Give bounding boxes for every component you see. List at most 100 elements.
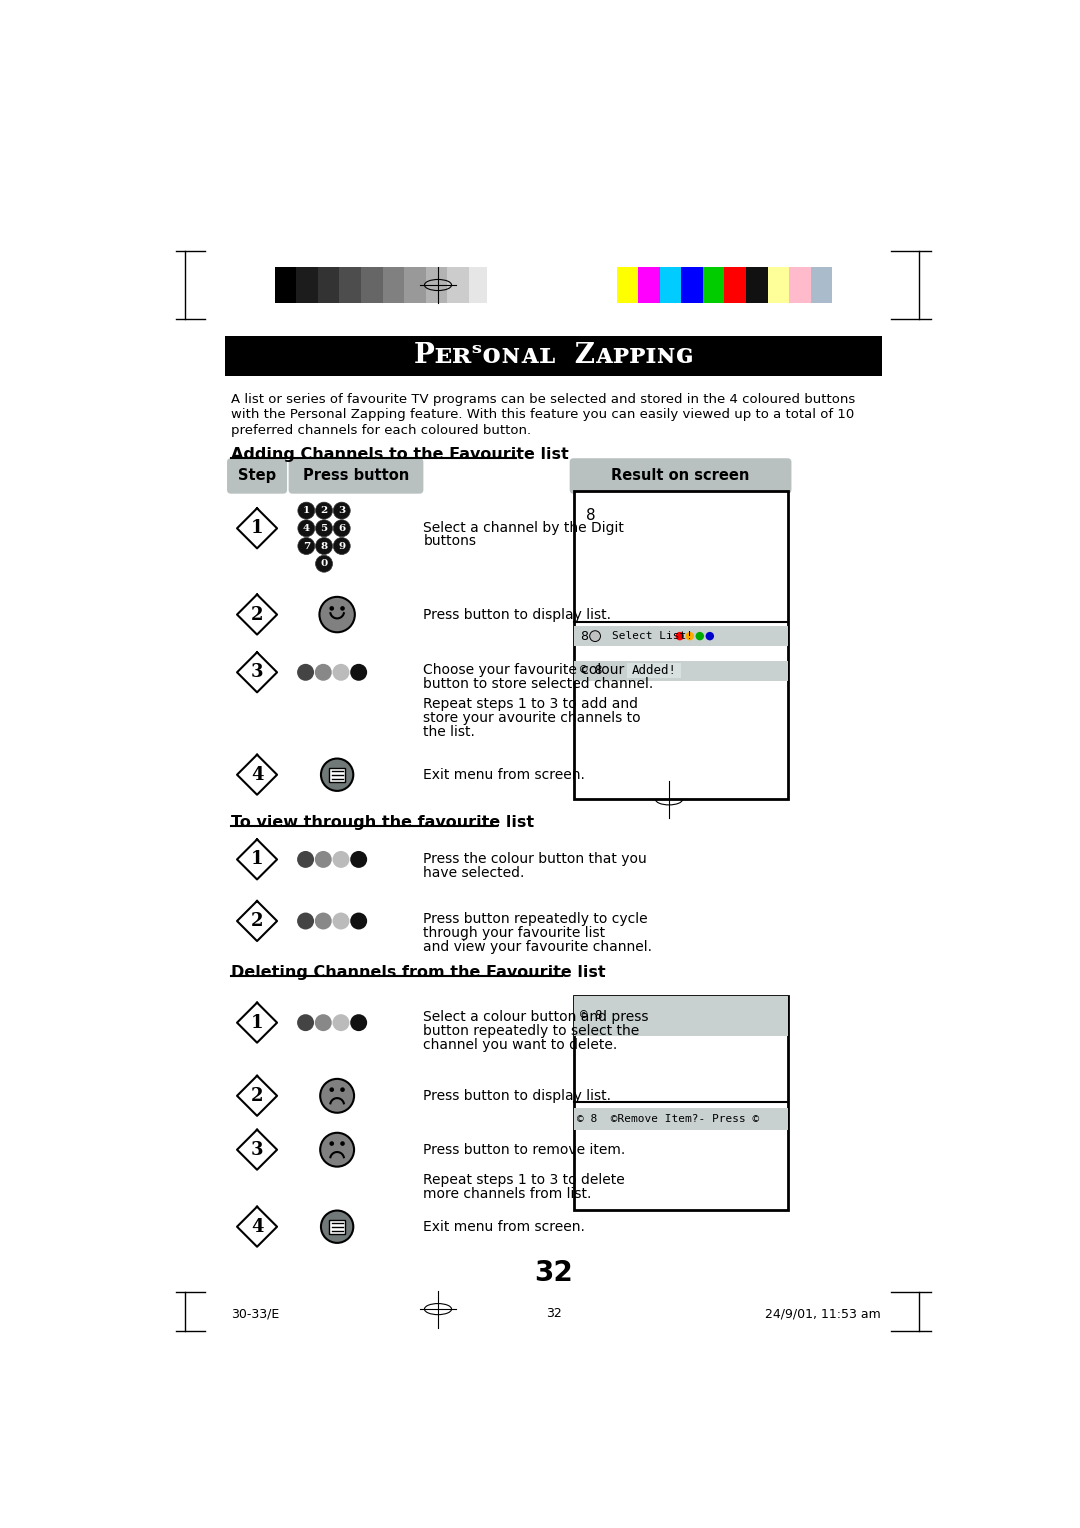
Circle shape [315, 520, 333, 536]
Bar [627, 663, 681, 678]
Circle shape [334, 538, 350, 555]
Bar [486, 266, 490, 304]
Text: 8: 8 [321, 541, 327, 550]
Text: channel you want to delete.: channel you want to delete. [423, 1038, 618, 1053]
Polygon shape [237, 1207, 278, 1247]
Polygon shape [237, 1076, 278, 1115]
Circle shape [314, 1015, 332, 1031]
Text: button repeatedly to select the: button repeatedly to select the [423, 1024, 639, 1038]
Text: Choose your favourite colour: Choose your favourite colour [423, 663, 624, 677]
Text: Press button to remove item.: Press button to remove item. [423, 1143, 625, 1157]
FancyBboxPatch shape [288, 458, 423, 494]
Polygon shape [237, 652, 278, 692]
Bar [426, 266, 447, 304]
Circle shape [314, 912, 332, 929]
Bar [573, 996, 787, 1210]
Bar [725, 266, 746, 304]
Circle shape [333, 1015, 350, 1031]
Circle shape [350, 1015, 367, 1031]
Circle shape [696, 633, 704, 640]
Text: 1: 1 [302, 506, 310, 515]
Text: 1: 1 [251, 851, 264, 868]
Text: the list.: the list. [423, 724, 475, 738]
Circle shape [329, 607, 334, 611]
Polygon shape [237, 1129, 278, 1170]
Text: © 8: © 8 [580, 665, 603, 677]
Bar [768, 266, 789, 304]
Bar [361, 266, 382, 304]
Text: Result on screen: Result on screen [611, 469, 750, 483]
Text: preferred channels for each coloured button.: preferred channels for each coloured but… [231, 423, 531, 437]
Circle shape [676, 633, 684, 640]
FancyBboxPatch shape [569, 458, 792, 494]
Circle shape [315, 555, 333, 571]
Bar [339, 266, 361, 304]
Text: 4: 4 [302, 524, 310, 533]
Bar [703, 266, 725, 304]
Circle shape [333, 851, 350, 868]
Text: © 8: © 8 [580, 1008, 603, 1022]
Circle shape [340, 1141, 345, 1146]
Bar [447, 266, 469, 304]
Text: Adding Channels to the Favourite list: Adding Channels to the Favourite list [231, 446, 569, 461]
Circle shape [297, 912, 314, 929]
Circle shape [315, 538, 333, 555]
Circle shape [350, 851, 367, 868]
Circle shape [590, 631, 600, 642]
Bar [573, 996, 787, 1036]
Bar [573, 1108, 787, 1129]
Bar [404, 266, 426, 304]
Circle shape [298, 520, 314, 536]
Bar [469, 266, 490, 304]
Text: with the Personal Zapping feature. With this feature you can easily viewed up to: with the Personal Zapping feature. With … [231, 408, 854, 422]
Circle shape [314, 851, 332, 868]
Text: 3: 3 [251, 663, 264, 681]
Text: more channels from list.: more channels from list. [423, 1187, 592, 1201]
Text: 32: 32 [545, 1308, 562, 1320]
Text: Pᴇʀˢᴏɴᴀʟ  Zᴀᴘᴘɪɴɢ: Pᴇʀˢᴏɴᴀʟ Zᴀᴘᴘɪɴɢ [414, 342, 693, 370]
Polygon shape [237, 902, 278, 941]
Text: 2: 2 [251, 605, 264, 623]
Text: and view your favourite channel.: and view your favourite channel. [423, 940, 652, 953]
Circle shape [320, 1079, 354, 1112]
Text: 30-33/E: 30-33/E [231, 1308, 279, 1320]
Text: 3: 3 [338, 506, 346, 515]
Text: 0: 0 [321, 559, 327, 568]
Circle shape [297, 1015, 314, 1031]
Circle shape [340, 607, 345, 611]
Circle shape [320, 1132, 354, 1167]
Text: 4: 4 [251, 1218, 264, 1236]
Text: 4: 4 [251, 766, 264, 784]
Circle shape [320, 597, 355, 633]
Text: store your avourite channels to: store your avourite channels to [423, 711, 642, 724]
Circle shape [340, 1088, 345, 1093]
Text: Select a colour button and press: Select a colour button and press [423, 1010, 649, 1024]
Text: button to store selected channel.: button to store selected channel. [423, 677, 653, 691]
Text: 5: 5 [321, 524, 327, 533]
Circle shape [314, 663, 332, 681]
Text: Press button to display list.: Press button to display list. [423, 608, 611, 622]
Circle shape [297, 851, 314, 868]
Text: Select a channel by the Digit: Select a channel by the Digit [423, 521, 624, 535]
Text: Exit menu from screen.: Exit menu from screen. [423, 1219, 585, 1233]
Text: 2: 2 [321, 506, 327, 515]
Text: 1: 1 [251, 1013, 264, 1031]
Text: 9: 9 [338, 541, 346, 550]
Text: 24/9/01, 11:53 am: 24/9/01, 11:53 am [765, 1308, 881, 1320]
Text: Repeat steps 1 to 3 to add and: Repeat steps 1 to 3 to add and [423, 697, 638, 711]
Circle shape [350, 912, 367, 929]
FancyBboxPatch shape [227, 458, 287, 494]
Bar [318, 266, 339, 304]
Circle shape [705, 633, 714, 640]
Bar [296, 266, 318, 304]
Bar [789, 266, 811, 304]
Text: through your favourite list: through your favourite list [423, 926, 606, 940]
Circle shape [329, 1141, 334, 1146]
Circle shape [333, 663, 350, 681]
Text: 2: 2 [251, 912, 264, 931]
Circle shape [321, 1210, 353, 1242]
Text: Press the colour button that you: Press the colour button that you [423, 851, 647, 866]
Text: Step: Step [238, 469, 276, 483]
Text: Deleting Channels from the Favourite list: Deleting Channels from the Favourite lis… [231, 964, 606, 979]
Text: 8: 8 [585, 509, 595, 523]
